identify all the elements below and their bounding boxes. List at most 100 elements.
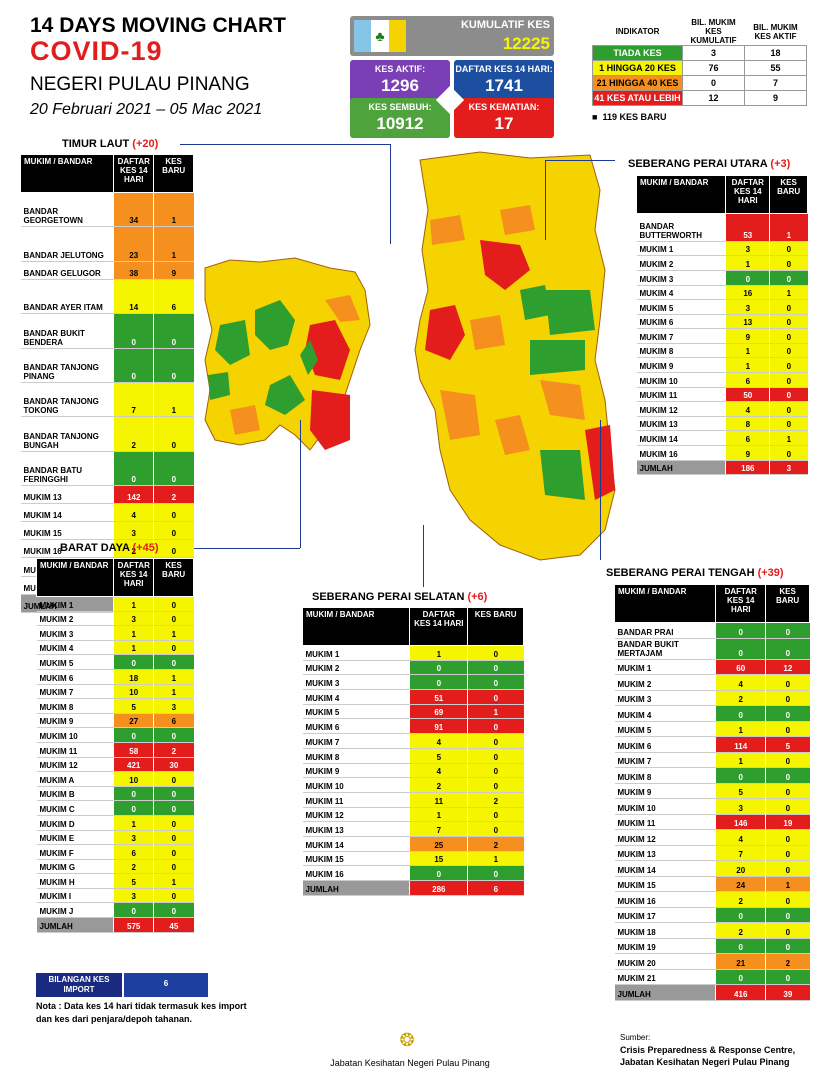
table-row: BANDAR PRAI 0 0	[614, 622, 810, 639]
table-row: MUKIM 15 24 1	[614, 876, 810, 892]
cell-14-day: 13	[725, 314, 770, 330]
cell-new: 1	[153, 226, 194, 262]
table-row: MUKIM 10 3 0	[614, 798, 810, 815]
cell-mukim: MUKIM 10	[636, 372, 726, 388]
table-row: MUKIM 13 7 0	[302, 821, 524, 837]
cell-mukim: MUKIM 20	[614, 953, 716, 970]
cell-14-day: 2	[715, 891, 766, 908]
total-cell: 39	[765, 984, 810, 1001]
cell-mukim: BANDAR BUKIT MERTAJAM	[614, 638, 716, 660]
cell-new: 0	[765, 622, 810, 639]
cell-new: 0	[769, 357, 808, 374]
table-row: MUKIM 16 9 0	[636, 445, 808, 461]
cell-mukim: MUKIM 8	[302, 748, 410, 764]
source-block: Sumber: Crisis Preparedness & Response C…	[620, 1032, 795, 1068]
indicator-count-cumulative: 0	[682, 75, 745, 91]
cell-14-day: 0	[715, 938, 766, 954]
table-row: MUKIM 7 10 1	[36, 684, 194, 700]
cell-14-day: 1	[715, 721, 766, 737]
table-row: BANDAR BUTTERWORTH 53 1	[636, 213, 808, 242]
cell-14-day: 38	[113, 261, 154, 280]
cell-new: 0	[467, 660, 524, 676]
table-row: MUKIM 10 6 0	[636, 372, 808, 388]
cell-new: 0	[769, 387, 808, 403]
cases-table: MUKIM / BANDAR DAFTAR KES 14 HARI KES BARU…	[301, 607, 524, 896]
cell-new: 0	[765, 690, 810, 706]
cell-14-day: 6	[725, 430, 770, 447]
table-row: MUKIM 15 3 0	[20, 521, 194, 541]
cell-new: 0	[153, 830, 194, 846]
cell-14-day: 2	[715, 690, 766, 706]
cell-14-day: 1	[725, 255, 770, 271]
tengah-table: MUKIM / BANDAR DAFTAR KES 14 HARI KES BARU…	[613, 584, 810, 1001]
cell-mukim: MUKIM 1	[302, 645, 410, 661]
cell-mukim: MUKIM 4	[302, 689, 410, 705]
total-cell: JUMLAH	[36, 917, 114, 933]
cell-14-day: 23	[113, 226, 154, 262]
cell-new: 1	[153, 382, 194, 418]
cell-new: 5	[765, 736, 810, 753]
cell-new: 1	[153, 684, 194, 700]
indicator-count-cumulative: 76	[682, 60, 745, 76]
cell-14-day: 0	[409, 660, 468, 676]
section-name: SEBERANG PERAI TENGAH	[606, 567, 755, 579]
total-cell: 575	[113, 917, 154, 933]
cell-mukim: BANDAR GELUGOR	[20, 261, 114, 280]
cell-14-day: 50	[725, 387, 770, 403]
cell-mukim: MUKIM 13	[636, 416, 726, 432]
cell-14-day: 1	[113, 640, 154, 656]
cell-mukim: BANDAR BATU FERINGGHI	[20, 451, 114, 487]
cell-14-day: 1	[715, 752, 766, 768]
cell-mukim: MUKIM 9	[636, 357, 726, 374]
cell-mukim: MUKIM 7	[302, 733, 410, 749]
sembuh-label: KES SEMBUH:	[368, 102, 432, 112]
cell-new: 0	[765, 829, 810, 846]
indicator-count-active: 9	[744, 90, 807, 106]
cell-mukim: MUKIM 13	[614, 845, 716, 861]
cell-14-day: 1	[113, 596, 154, 612]
cell-mukim: MUKIM 21	[614, 969, 716, 985]
cell-new: 3	[153, 698, 194, 714]
cell-mukim: MUKIM 2	[614, 674, 716, 691]
cell-new: 0	[153, 844, 194, 860]
cases-table: MUKIM / BANDAR DAFTAR KES 14 HARI KES BARU…	[613, 584, 810, 1001]
cell-new: 0	[769, 372, 808, 388]
cell-14-day: 0	[113, 654, 154, 670]
cell-mukim: MUKIM 6	[636, 314, 726, 330]
cell-new: 0	[153, 596, 194, 612]
cell-mukim: MUKIM 1	[36, 596, 114, 612]
cell-new: 1	[153, 873, 194, 889]
cell-mukim: MUKIM 2	[302, 660, 410, 676]
section-plus: (+39)	[757, 567, 784, 579]
cell-new: 0	[769, 314, 808, 330]
cell-mukim: MUKIM 14	[614, 860, 716, 877]
table-row: MUKIM 10 2 0	[302, 777, 524, 793]
cell-14-day: 3	[113, 611, 154, 627]
indicator-header: BIL. MUKIM KES AKTIF	[753, 22, 798, 41]
cell-14-day: 5	[715, 783, 766, 799]
cell-14-day: 3	[113, 888, 154, 904]
column-header: KES BARU	[765, 584, 810, 623]
cell-new: 0	[769, 255, 808, 271]
connector-line	[600, 420, 601, 560]
cell-mukim: MUKIM 16	[302, 865, 410, 881]
cell-new: 0	[765, 705, 810, 722]
cell-14-day: 10	[113, 684, 154, 700]
column-header: KES BARU	[153, 558, 194, 597]
column-header: MUKIM / BANDAR	[613, 584, 717, 623]
cell-14-day: 0	[409, 865, 468, 881]
cell-14-day: 15	[409, 851, 468, 867]
cell-14-day: 6	[113, 844, 154, 860]
table-row: MUKIM 14 6 1	[636, 430, 808, 447]
selatan-title: SEBERANG PERAI SELATAN (+6)	[312, 591, 487, 603]
cell-14-day: 0	[113, 727, 154, 743]
